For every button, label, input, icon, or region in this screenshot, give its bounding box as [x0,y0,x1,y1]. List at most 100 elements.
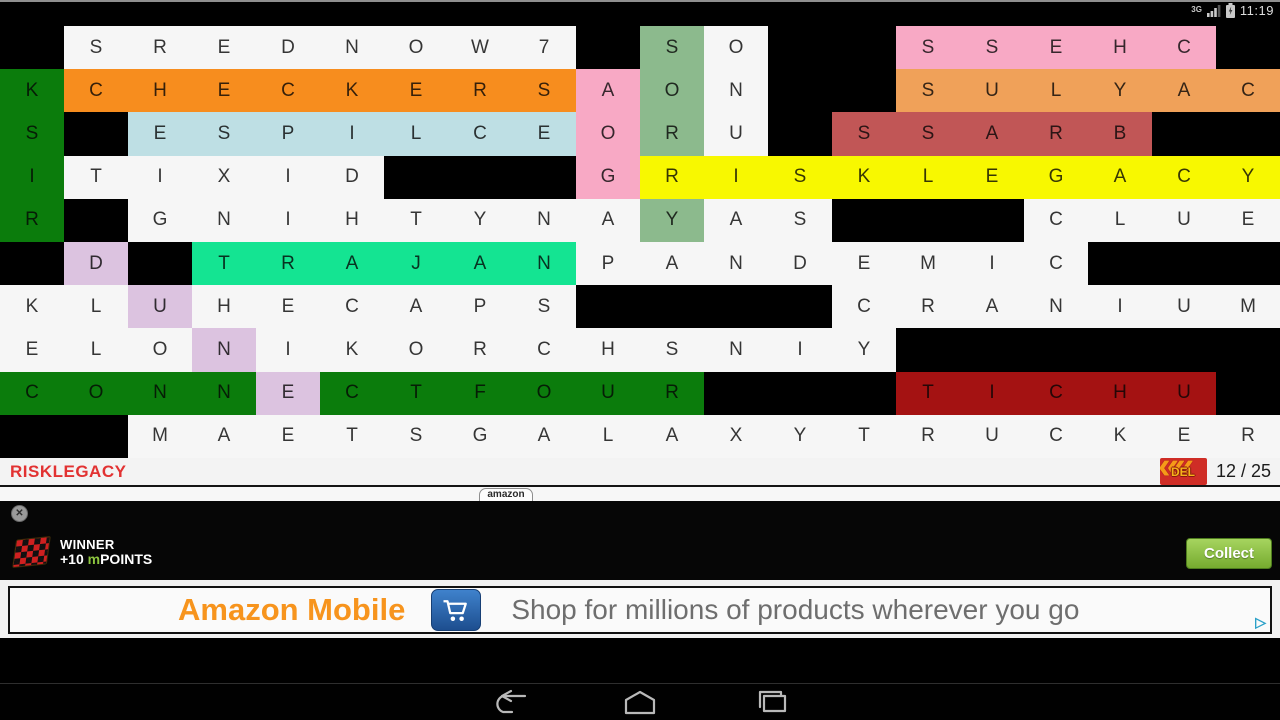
grid-cell[interactable] [1088,328,1152,372]
grid-cell[interactable]: E [1216,198,1280,242]
grid-cell[interactable]: Y [1088,69,1152,113]
grid-cell[interactable]: E [0,328,64,372]
amazon-pill-tab[interactable]: amazon [479,488,533,501]
grid-cell[interactable]: L [64,328,128,372]
grid-cell[interactable] [768,285,832,329]
grid-cell[interactable] [512,155,576,199]
grid-cell[interactable] [1152,328,1216,372]
grid-cell[interactable]: E [192,26,256,70]
grid-cell[interactable] [1152,112,1216,156]
grid-cell[interactable]: E [256,371,320,415]
grid-cell[interactable]: I [256,198,320,242]
grid-cell[interactable]: B [1088,112,1152,156]
grid-cell[interactable] [896,328,960,372]
grid-cell[interactable] [576,285,640,329]
grid-cell[interactable]: X [704,414,768,458]
grid-cell[interactable]: S [384,414,448,458]
grid-cell[interactable]: R [640,155,704,199]
grid-cell[interactable] [0,241,64,286]
grid-cell[interactable]: R [640,112,704,156]
grid-cell[interactable]: A [576,198,640,242]
grid-cell[interactable]: G [128,198,192,242]
grid-cell[interactable]: A [512,414,576,458]
grid-cell[interactable]: A [1088,155,1152,199]
grid-cell[interactable]: C [1024,371,1088,415]
grid-cell[interactable] [768,112,832,156]
grid-cell[interactable]: M [1216,285,1280,329]
grid-cell[interactable]: S [896,112,960,156]
grid-cell[interactable]: N [192,198,256,242]
grid-cell[interactable]: L [1088,198,1152,242]
grid-cell[interactable]: C [0,371,64,415]
grid-cell[interactable]: G [1024,155,1088,199]
grid-cell[interactable]: S [512,285,576,329]
grid-cell[interactable] [704,285,768,329]
grid-cell[interactable]: R [128,26,192,70]
grid-cell[interactable]: E [256,414,320,458]
grid-cell[interactable] [1216,241,1280,286]
close-icon[interactable]: ✕ [11,505,28,522]
grid-cell[interactable]: O [576,112,640,156]
grid-cell[interactable]: K [0,69,64,113]
grid-cell[interactable]: E [832,241,896,286]
grid-cell[interactable]: A [640,241,704,286]
grid-cell[interactable] [448,155,512,199]
grid-cell[interactable]: K [0,285,64,329]
grid-cell[interactable]: T [832,414,896,458]
grid-cell[interactable]: Y [1216,155,1280,199]
grid-cell[interactable]: T [192,241,256,286]
grid-cell[interactable]: T [384,198,448,242]
grid-cell[interactable]: U [1152,285,1216,329]
grid-cell[interactable]: R [896,285,960,329]
grid-cell[interactable]: Y [448,198,512,242]
grid-cell[interactable] [0,414,64,458]
grid-cell[interactable]: 7 [512,26,576,70]
grid-cell[interactable]: E [1152,414,1216,458]
grid-cell[interactable]: D [768,241,832,286]
delete-button[interactable]: «« DEL [1160,458,1207,485]
grid-cell[interactable]: L [1024,69,1088,113]
grid-cell[interactable]: A [704,198,768,242]
grid-cell[interactable] [1216,328,1280,372]
grid-cell[interactable]: T [320,414,384,458]
amazon-ad-banner[interactable]: Amazon Mobile Shop for millions of produ… [8,586,1272,634]
grid-cell[interactable]: S [960,26,1024,70]
grid-cell[interactable] [704,371,768,415]
grid-cell[interactable] [896,198,960,242]
grid-cell[interactable]: T [896,371,960,415]
grid-cell[interactable]: R [1216,414,1280,458]
grid-cell[interactable]: K [1088,414,1152,458]
grid-cell[interactable]: D [256,26,320,70]
grid-cell[interactable]: U [960,414,1024,458]
grid-cell[interactable]: C [1152,155,1216,199]
grid-cell[interactable] [384,155,448,199]
grid-cell[interactable] [1216,371,1280,415]
grid-cell[interactable]: Y [768,414,832,458]
grid-cell[interactable]: E [512,112,576,156]
grid-cell[interactable]: L [384,112,448,156]
grid-cell[interactable]: A [1152,69,1216,113]
grid-cell[interactable]: I [256,328,320,372]
grid-cell[interactable]: G [448,414,512,458]
grid-cell[interactable]: I [768,328,832,372]
grid-cell[interactable] [832,69,896,113]
grid-cell[interactable]: S [768,155,832,199]
grid-cell[interactable]: C [1024,198,1088,242]
grid-cell[interactable]: O [128,328,192,372]
grid-cell[interactable]: L [576,414,640,458]
grid-cell[interactable]: S [832,112,896,156]
grid-cell[interactable]: P [448,285,512,329]
grid-cell[interactable]: I [960,371,1024,415]
grid-cell[interactable]: C [320,371,384,415]
grid-cell[interactable]: T [64,155,128,199]
grid-cell[interactable]: O [384,328,448,372]
grid-cell[interactable] [832,198,896,242]
grid-cell[interactable]: T [384,371,448,415]
grid-cell[interactable]: P [256,112,320,156]
grid-cell[interactable]: O [704,26,768,70]
grid-cell[interactable]: H [576,328,640,372]
grid-cell[interactable]: C [1152,26,1216,70]
grid-cell[interactable] [1152,241,1216,286]
grid-cell[interactable]: A [384,285,448,329]
grid-cell[interactable] [832,371,896,415]
